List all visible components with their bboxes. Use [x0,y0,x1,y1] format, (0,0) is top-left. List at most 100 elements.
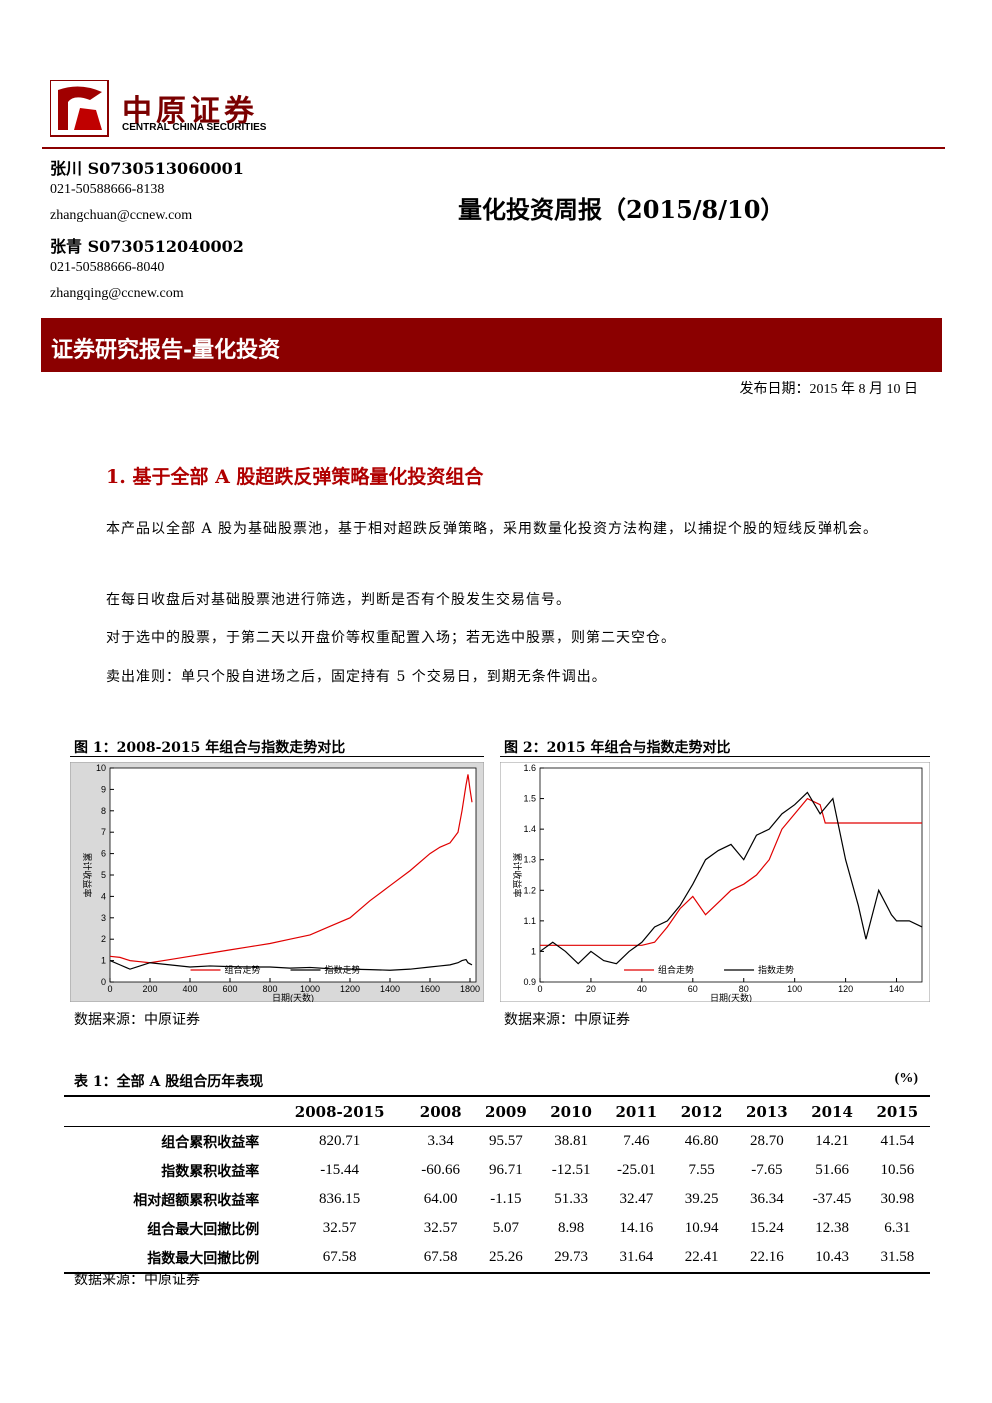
table-cell: -7.65 [751,1162,783,1178]
figure-caption: 图 1：2008-2015 年组合与指数走势对比 [74,740,346,756]
paragraph: 本产品以全部 A 股为基础股票池，基于相对超跌反弹策略，采用数量化投资方法构建，… [106,521,879,537]
y-tick-label: 0 [101,977,106,987]
x-tick-label: 400 [182,984,197,994]
table-cell: 67.58 [322,1249,357,1265]
y-tick-label: 1 [101,956,106,966]
table-row: 指数最大回撤比例 67.58 67.58 25.26 29.73 31.64 22.41 22… [64,1243,930,1273]
table-row: 组合最大回撤比例 32.57 32.57 5.07 8.98 14.16 10.94 15.2… [64,1214,930,1243]
table-cell: 10.56 [880,1162,915,1178]
table-cell: -37.45 [812,1191,852,1207]
table-header-cell: 2008 [419,1102,462,1121]
table-cell: -1.15 [490,1191,522,1207]
table-cell: 12.38 [815,1220,849,1236]
table-cell: 95.57 [489,1133,523,1149]
y-tick-label: 7 [101,827,106,837]
y-tick-label: 4 [101,891,106,901]
table-cell: 5.07 [492,1220,520,1236]
y-tick-label: 1.4 [523,824,536,834]
x-tick-label: 20 [586,984,596,994]
table-cell: 30.98 [880,1191,915,1207]
table-cell: 41.54 [880,1133,915,1149]
series-line [540,797,922,946]
y-tick-label: 3 [101,913,106,923]
analyst-name: 张川 S0730513060001 [50,159,244,178]
x-tick-label: 1200 [340,984,360,994]
x-tick-label: 800 [262,984,277,994]
table-cell: 14.16 [619,1220,654,1236]
table-header-row: 2008-2015 2008 2009 2010 2011 2012 2013 2014 201… [64,1096,930,1127]
table-header-cell: 2014 [811,1102,853,1121]
row-label: 指数最大回撤比例 [147,1250,260,1267]
table-unit: (%) [894,1071,918,1086]
x-axis-label: 日期(天数) [272,992,314,1002]
figure-source: 数据来源：中原证券 [74,1013,200,1028]
x-tick-label: 80 [739,984,749,994]
analyst-phone: 021-50588666-8138 [50,182,165,197]
table-cell: 67.58 [423,1249,458,1265]
table-cell: 29.73 [554,1249,588,1265]
x-tick-label: 600 [222,984,237,994]
table-cell: 836.15 [319,1191,361,1207]
x-tick-label: 100 [787,984,802,994]
analyst-email: zhangchuan@ccnew.com [50,208,193,223]
series-line [539,791,923,965]
row-label: 相对超额累积收益率 [133,1192,260,1209]
table-source: 数据来源：中原证券 [74,1273,200,1288]
table-header-cell: 2010 [550,1102,592,1121]
legend-label: 组合走势 [658,964,694,975]
caption-rule [500,756,930,757]
table-cell: 96.71 [489,1162,523,1178]
table-cell: 31.58 [880,1249,915,1265]
x-tick-label: 1600 [420,984,440,994]
analyst-phone: 021-50588666-8040 [50,260,165,275]
legend-label: 组合走势 [225,964,261,975]
series-line [109,958,473,971]
table-cell: 32.57 [423,1220,458,1236]
figure-caption: 图 2：2015 年组合与指数走势对比 [504,740,731,756]
y-tick-label: 2 [101,934,106,944]
table-row: 指数累积收益率 -15.44 -60.66 96.71 -12.51 -25.01 7.55… [64,1156,930,1185]
table-cell: -60.66 [421,1162,461,1178]
table-cell: 28.70 [749,1133,784,1149]
table-cell: 38.81 [554,1133,588,1149]
table-cell: 22.16 [749,1249,784,1265]
x-tick-label: 0 [107,984,112,994]
table-cell: 6.31 [884,1220,911,1236]
legend-label: 指数走势 [325,964,361,975]
series-line [109,774,473,964]
table-cell: 10.94 [684,1220,719,1236]
company-cn: 中原证券 [122,94,258,129]
table-cell: 22.41 [684,1249,719,1265]
y-tick-label: 1.3 [523,855,536,865]
x-axis-label: 日期(天数) [710,992,752,1002]
table-cell: 51.33 [554,1191,588,1207]
x-tick-label: 1400 [380,984,400,994]
analyst-email: zhangqing@ccnew.com [50,286,184,301]
x-tick-label: 200 [142,984,157,994]
x-tick-label: 120 [838,984,853,994]
table-cell: 820.71 [319,1133,361,1149]
table-cell: 8.98 [558,1220,585,1236]
legend-label: 指数走势 [758,964,794,975]
row-label: 组合累积收益率 [161,1134,260,1151]
x-tick-label: 0 [537,984,542,994]
table-cell: 32.47 [619,1191,654,1207]
chart: 0 1 2 3 4 5 6 7 8 9 10 0 200 400 600 800 1000 1200 1400 160… [70,762,484,1002]
table-header-cell: 2011 [615,1102,658,1121]
table-cell: 36.34 [749,1191,784,1207]
y-tick-label: 10 [96,763,106,773]
y-axis-label: 累计收益率 [512,852,523,897]
analyst-name: 张青 S0730512040002 [50,237,244,256]
row-label: 组合最大回撤比例 [147,1221,260,1238]
table-cell: 15.24 [749,1220,784,1236]
table-cell: 7.55 [688,1162,715,1178]
table-cell: 14.21 [815,1133,849,1149]
chart: 0.9 1 1.1 1.2 1.3 1.4 1.5 1.6 0 20 40 60 80 100 120 140… [500,762,930,1002]
section-heading: 1. 基于全部 A 股超跌反弹策略量化投资组合 [106,466,484,488]
caption-rule [70,756,484,757]
paragraph: 卖出准则：单只个股自进场之后，固定持有 5 个交易日，到期无条件调出。 [106,669,607,685]
table-header-cell: 2013 [745,1102,788,1121]
table-cell: 7.46 [623,1133,650,1149]
y-tick-label: 1 [531,946,536,956]
